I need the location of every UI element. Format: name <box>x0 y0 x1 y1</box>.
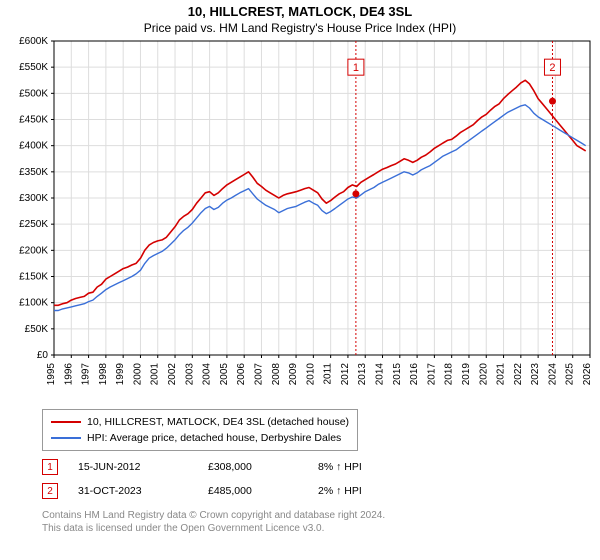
sale-date: 31-OCT-2023 <box>78 485 188 497</box>
svg-text:£450K: £450K <box>19 115 48 126</box>
svg-text:£300K: £300K <box>19 193 48 204</box>
svg-text:£400K: £400K <box>19 141 48 152</box>
sale-price: £308,000 <box>208 461 298 473</box>
legend-label: 10, HILLCREST, MATLOCK, DE4 3SL (detache… <box>87 414 349 430</box>
chart-title: 10, HILLCREST, MATLOCK, DE4 3SL <box>0 4 600 19</box>
svg-text:£150K: £150K <box>19 272 48 283</box>
svg-text:1996: 1996 <box>63 363 74 386</box>
svg-text:2011: 2011 <box>323 363 334 385</box>
svg-text:£200K: £200K <box>19 245 48 256</box>
svg-text:£0: £0 <box>37 350 49 361</box>
svg-text:2017: 2017 <box>426 363 437 386</box>
svg-text:2004: 2004 <box>202 363 213 386</box>
svg-text:2019: 2019 <box>461 363 472 386</box>
sale-row: 1 15-JUN-2012 £308,000 8% ↑ HPI <box>42 459 572 475</box>
svg-text:2012: 2012 <box>340 363 351 386</box>
svg-text:2003: 2003 <box>184 363 195 386</box>
license-line: Contains HM Land Registry data © Crown c… <box>42 509 572 522</box>
legend-label: HPI: Average price, detached house, Derb… <box>87 430 341 446</box>
svg-text:2008: 2008 <box>271 363 282 386</box>
svg-text:£350K: £350K <box>19 167 48 178</box>
svg-text:1999: 1999 <box>115 363 126 386</box>
svg-text:2024: 2024 <box>547 363 558 386</box>
chart-container: 10, HILLCREST, MATLOCK, DE4 3SL Price pa… <box>0 0 600 539</box>
sale-delta: 2% ↑ HPI <box>318 485 362 497</box>
chart-subtitle: Price paid vs. HM Land Registry's House … <box>0 21 600 35</box>
license-text: Contains HM Land Registry data © Crown c… <box>42 509 572 535</box>
svg-text:2006: 2006 <box>236 363 247 386</box>
svg-text:2021: 2021 <box>496 363 507 386</box>
chart-area: £0 £50K £100K £150K £200K £250K £300K £350K £400… <box>0 35 600 405</box>
svg-text:2009: 2009 <box>288 363 299 386</box>
svg-text:2014: 2014 <box>375 363 386 386</box>
svg-text:1995: 1995 <box>46 363 57 386</box>
legend-row: HPI: Average price, detached house, Derb… <box>51 430 349 446</box>
legend-swatch-1 <box>51 421 81 423</box>
svg-text:£600K: £600K <box>19 36 48 47</box>
svg-text:£100K: £100K <box>19 298 48 309</box>
svg-text:2002: 2002 <box>167 363 178 386</box>
legend-row: 10, HILLCREST, MATLOCK, DE4 3SL (detache… <box>51 414 349 430</box>
svg-text:£500K: £500K <box>19 88 48 99</box>
svg-text:2022: 2022 <box>513 363 524 386</box>
svg-text:2007: 2007 <box>253 363 264 386</box>
sale-marker-2: 2 <box>42 483 58 499</box>
svg-text:2015: 2015 <box>392 363 403 386</box>
sale-marker-1: 1 <box>42 459 58 475</box>
svg-text:2020: 2020 <box>478 363 489 386</box>
sale-delta: 8% ↑ HPI <box>318 461 362 473</box>
svg-text:£50K: £50K <box>25 324 49 335</box>
svg-text:1998: 1998 <box>98 363 109 386</box>
svg-text:£250K: £250K <box>19 219 48 230</box>
svg-text:2010: 2010 <box>305 363 316 386</box>
svg-text:2: 2 <box>549 62 555 74</box>
legend-swatch-2 <box>51 437 81 439</box>
sale-row: 2 31-OCT-2023 £485,000 2% ↑ HPI <box>42 483 572 499</box>
sale-date: 15-JUN-2012 <box>78 461 188 473</box>
svg-text:2013: 2013 <box>357 363 368 386</box>
chart-footer: 10, HILLCREST, MATLOCK, DE4 3SL (detache… <box>0 405 600 539</box>
svg-text:2026: 2026 <box>582 363 593 386</box>
title-block: 10, HILLCREST, MATLOCK, DE4 3SL Price pa… <box>0 0 600 35</box>
svg-text:2016: 2016 <box>409 363 420 386</box>
svg-text:2000: 2000 <box>132 363 143 386</box>
svg-text:2005: 2005 <box>219 363 230 386</box>
sale-price: £485,000 <box>208 485 298 497</box>
license-line: This data is licensed under the Open Gov… <box>42 522 572 535</box>
legend-box: 10, HILLCREST, MATLOCK, DE4 3SL (detache… <box>42 409 358 451</box>
svg-text:2018: 2018 <box>444 363 455 386</box>
svg-text:2001: 2001 <box>150 363 161 386</box>
svg-text:£550K: £550K <box>19 62 48 73</box>
chart-svg: £0 £50K £100K £150K £200K £250K £300K £350K £400… <box>0 35 600 405</box>
svg-text:2025: 2025 <box>565 363 576 386</box>
svg-text:1: 1 <box>353 62 359 74</box>
svg-text:2023: 2023 <box>530 363 541 386</box>
sale-marker-num: 2 <box>47 486 53 497</box>
svg-text:1997: 1997 <box>81 363 92 386</box>
sale-marker-num: 1 <box>47 462 53 473</box>
